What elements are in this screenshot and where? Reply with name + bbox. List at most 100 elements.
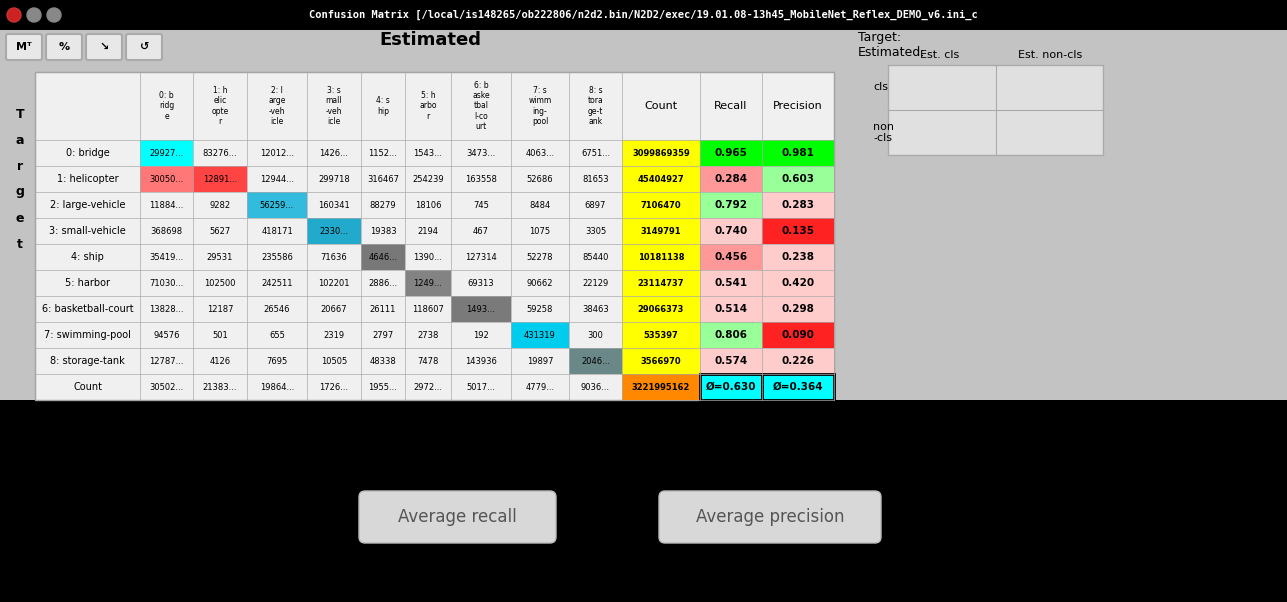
Text: 1726...: 1726... [319, 382, 349, 391]
Text: 7: s
wimm
ing-
pool: 7: s wimm ing- pool [529, 87, 552, 126]
Text: 12787...: 12787... [149, 356, 184, 365]
Text: 0.792: 0.792 [714, 200, 748, 210]
Text: 7478: 7478 [417, 356, 439, 365]
Text: 12012...: 12012... [260, 149, 293, 158]
Bar [700, 244, 762, 270]
Text: 12944...: 12944... [260, 175, 293, 184]
Text: 1493...: 1493... [466, 305, 495, 314]
Text: 1075: 1075 [529, 226, 551, 235]
Text: e: e [15, 211, 24, 225]
Text: 3473...: 3473... [466, 149, 495, 158]
Text: Estimated:: Estimated: [858, 46, 925, 58]
Text: Estimated: Estimated [378, 31, 481, 49]
Text: 102201: 102201 [318, 279, 350, 288]
Text: 0.420: 0.420 [781, 278, 815, 288]
Text: 2046...: 2046... [580, 356, 610, 365]
Text: 48338: 48338 [369, 356, 396, 365]
Text: T: T [15, 108, 24, 120]
Text: 71636: 71636 [320, 252, 347, 261]
Text: 300: 300 [588, 330, 604, 340]
Text: 3: small-vehicle: 3: small-vehicle [49, 226, 126, 236]
Text: 22129: 22129 [583, 279, 609, 288]
Text: 2330...: 2330... [319, 226, 349, 235]
Text: ↘: ↘ [99, 42, 108, 52]
Bar [762, 218, 834, 244]
Text: Confusion Matrix [/local/is148265/ob222806/n2d2.bin/N2D2/exec/19.01.08-13h45_Mob: Confusion Matrix [/local/is148265/ob2228… [309, 10, 978, 20]
Bar [700, 166, 762, 192]
Text: 4646...: 4646... [368, 252, 398, 261]
Text: 26546: 26546 [264, 305, 291, 314]
Text: 418171: 418171 [261, 226, 293, 235]
Text: Ø=0.364: Ø=0.364 [772, 382, 824, 392]
Bar [700, 270, 762, 296]
Bar [700, 218, 762, 244]
Text: 6751...: 6751... [580, 149, 610, 158]
Bar [622, 270, 700, 296]
Text: 467: 467 [474, 226, 489, 235]
Text: 85440: 85440 [582, 252, 609, 261]
Text: 235586: 235586 [261, 252, 293, 261]
Text: 5: h
arbo
r: 5: h arbo r [420, 92, 436, 120]
Text: 30050...: 30050... [149, 175, 184, 184]
Text: 19383: 19383 [369, 226, 396, 235]
Text: 12187: 12187 [207, 305, 233, 314]
Circle shape [27, 8, 41, 22]
Text: 2194: 2194 [417, 226, 439, 235]
Text: 56259...: 56259... [260, 200, 295, 209]
Text: Est. cls: Est. cls [920, 50, 960, 60]
Text: 90662: 90662 [526, 279, 553, 288]
Text: 745: 745 [474, 200, 489, 209]
Bar [762, 374, 834, 400]
Text: 102500: 102500 [205, 279, 236, 288]
Text: %: % [58, 42, 69, 52]
FancyBboxPatch shape [359, 491, 556, 543]
Bar [247, 192, 308, 218]
Text: 8: s
tora
ge-t
ank: 8: s tora ge-t ank [588, 87, 604, 126]
Bar [308, 218, 360, 244]
Text: Average precision: Average precision [696, 508, 844, 526]
Bar [360, 244, 405, 270]
Text: 4: ship: 4: ship [71, 252, 104, 262]
Text: 5: harbor: 5: harbor [66, 278, 109, 288]
Text: 0.740: 0.740 [714, 226, 748, 236]
Text: 29927...: 29927... [149, 149, 184, 158]
FancyBboxPatch shape [6, 34, 42, 60]
Text: 29066373: 29066373 [638, 305, 685, 314]
Circle shape [6, 8, 21, 22]
Text: 0.806: 0.806 [714, 330, 748, 340]
Text: 29531: 29531 [207, 252, 233, 261]
Text: 94576: 94576 [153, 330, 180, 340]
Text: 6: basketball-court: 6: basketball-court [41, 304, 134, 314]
Bar [450, 296, 511, 322]
Text: 4: s
hip: 4: s hip [376, 96, 390, 116]
Text: 6: b
aske
tbal
l-co
urt: 6: b aske tbal l-co urt [472, 81, 490, 131]
Bar [140, 166, 193, 192]
Text: Average recall: Average recall [398, 508, 517, 526]
Text: 3149791: 3149791 [641, 226, 681, 235]
Bar [0, 30, 1287, 400]
Bar [762, 322, 834, 348]
Text: a: a [15, 134, 24, 146]
Text: Precision: Precision [773, 101, 822, 111]
Text: 7106470: 7106470 [641, 200, 681, 209]
Text: Count: Count [73, 382, 102, 392]
Text: 21383...: 21383... [203, 382, 237, 391]
Bar [762, 270, 834, 296]
Bar [35, 72, 834, 400]
Bar [762, 140, 834, 166]
Text: 0.541: 0.541 [714, 278, 748, 288]
Text: cls: cls [873, 82, 888, 93]
Bar [569, 348, 622, 374]
FancyBboxPatch shape [659, 491, 882, 543]
Bar [405, 270, 450, 296]
Text: 0.965: 0.965 [714, 148, 748, 158]
Text: non
-cls: non -cls [873, 122, 894, 143]
Bar [700, 192, 762, 218]
Text: 1: helicopter: 1: helicopter [57, 174, 118, 184]
Text: 4126: 4126 [210, 356, 230, 365]
Text: 5627: 5627 [210, 226, 230, 235]
Text: t: t [17, 238, 23, 250]
Bar [622, 192, 700, 218]
Text: 9036...: 9036... [580, 382, 610, 391]
Bar [622, 374, 700, 400]
